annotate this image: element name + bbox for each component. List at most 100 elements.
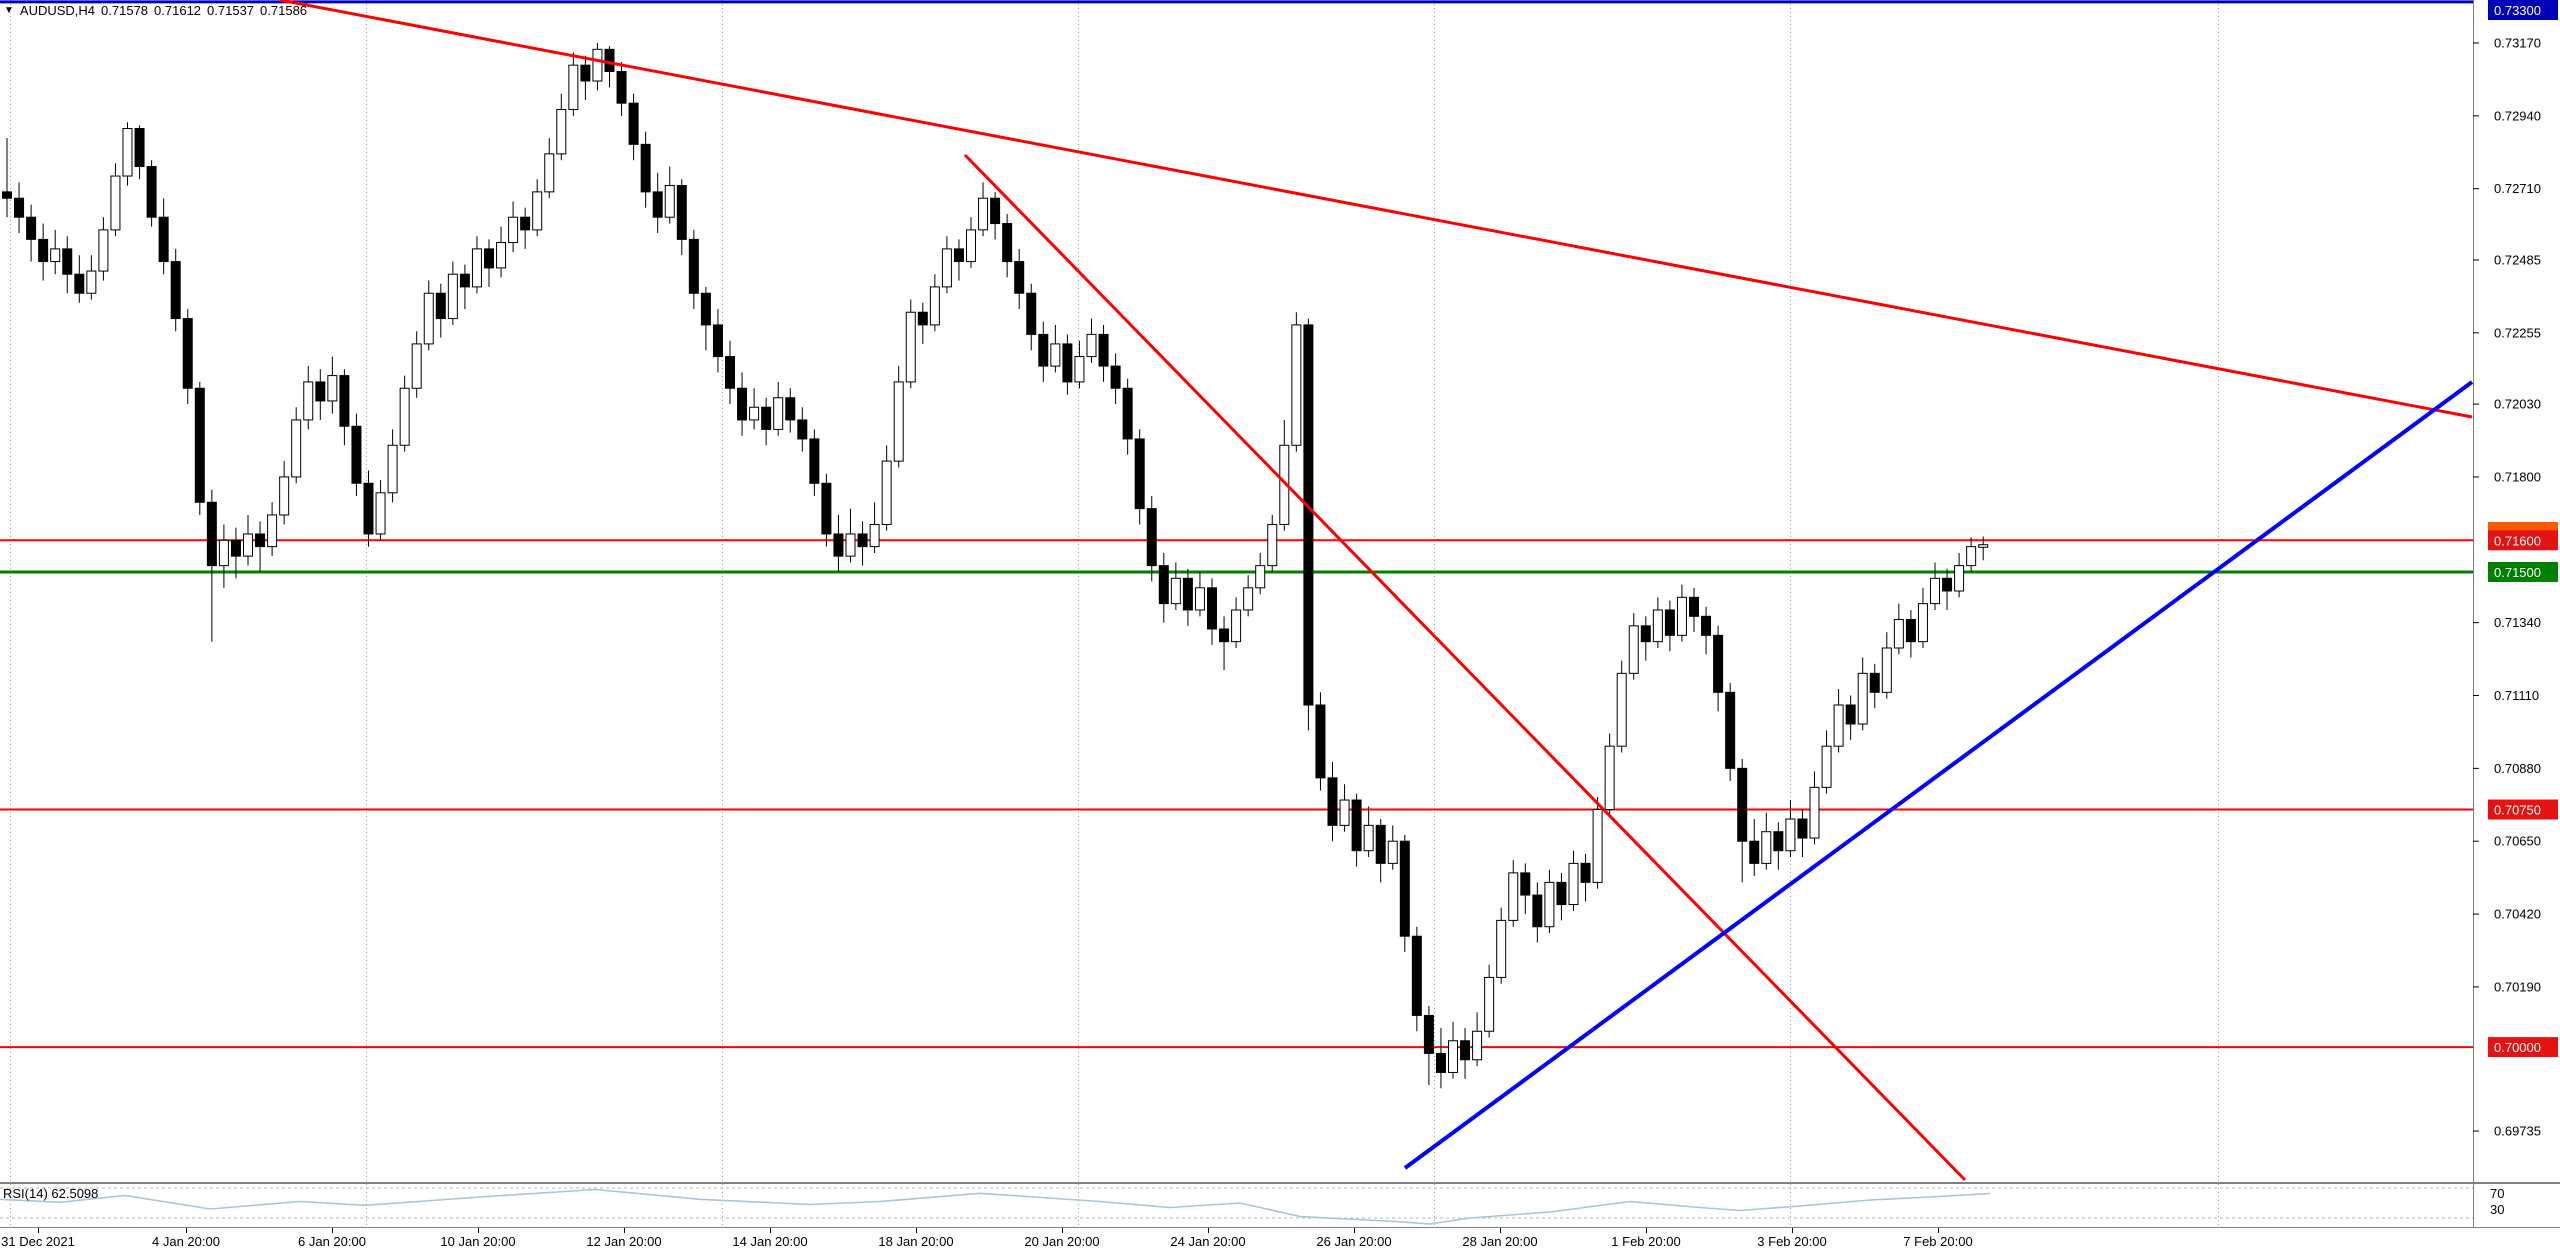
candle-bull [1267, 523, 1278, 567]
price-tick-label: 0.71340 [2494, 615, 2541, 630]
candle-bull [1978, 544, 1989, 548]
candle-bear [74, 273, 85, 294]
candle-bull [929, 286, 940, 326]
candle-bull [544, 153, 555, 193]
price-tick-label: 0.70420 [2494, 907, 2541, 922]
ohlc-low-value: 0.71537 [207, 3, 255, 18]
candle-bull [893, 381, 904, 462]
candle-bull [1472, 1030, 1483, 1061]
candle-bear [146, 166, 157, 218]
candle-bull [1616, 672, 1627, 747]
level-price-label-box[interactable] [2488, 1037, 2558, 1058]
candle-bear [134, 128, 145, 168]
candle-bull [966, 229, 976, 263]
symbol-timeframe-label: AUDUSD,H4 [19, 3, 96, 18]
candle-bull [98, 229, 109, 272]
candle-bear [652, 191, 663, 218]
candle-bear [640, 143, 651, 193]
candle-bull [749, 406, 760, 421]
candle-bull [1881, 647, 1892, 693]
time-tick-label: 7 Feb 20:00 [1903, 1234, 1972, 1249]
candle-bear [26, 216, 37, 240]
candle-bear [1905, 618, 1916, 643]
descending-trendline-upper[interactable] [279, 0, 2473, 419]
level-price-label-box[interactable] [2488, 530, 2558, 551]
candle-bull [423, 292, 434, 345]
candle-bull [532, 191, 543, 231]
candle-bull [773, 397, 784, 430]
candle-bull [592, 48, 603, 82]
candle-bear [206, 501, 217, 567]
time-tick-label: 1 Feb 20:00 [1611, 1234, 1680, 1249]
candle-bull [399, 387, 410, 446]
candle-bull [1050, 343, 1061, 367]
time-tick-label: 24 Jan 20:00 [1170, 1234, 1245, 1249]
descending-trendline-steep[interactable] [963, 153, 1967, 1182]
candle-bull [1917, 603, 1928, 643]
candle-bear [953, 248, 964, 263]
candle-bull [1761, 831, 1772, 864]
candle-bear [363, 482, 374, 535]
price-tick-label: 0.73170 [2494, 36, 2541, 51]
candle-bear [857, 533, 868, 548]
ohlc-close-value: 0.71586 [260, 3, 308, 18]
candle-bear [1327, 777, 1338, 826]
candle-bear [1062, 343, 1073, 383]
candle-bull [1592, 809, 1603, 883]
candle-bull [267, 514, 278, 548]
level-price-label-box[interactable] [2488, 561, 2558, 582]
candle-bear [700, 292, 711, 326]
rsi-indicator-label: RSI(14) 62.5098 [3, 1186, 99, 1201]
candle-bear [1640, 625, 1651, 643]
candle-bull [327, 375, 338, 402]
ascending-trendline[interactable] [1403, 380, 2474, 1170]
candle-bear [1713, 634, 1724, 693]
time-tick-label: 31 Dec 2021 [1, 1234, 75, 1249]
candle-bull [1448, 1040, 1458, 1073]
level-price-label-box[interactable] [2488, 799, 2558, 820]
candle-bear [1664, 609, 1675, 636]
time-axis[interactable]: 31 Dec 2021 4 Jan 20:00 6 Jan 20:00 10 Jan … [1, 1228, 1973, 1249]
candle-bear [1038, 333, 1049, 367]
candle-bear [1701, 615, 1712, 636]
candle-bull [941, 248, 952, 288]
collapse-arrow-icon[interactable]: ▼ [4, 5, 14, 16]
candle-bull [1496, 919, 1507, 978]
level-price-label-box[interactable] [2488, 0, 2558, 20]
candle-bull [1785, 818, 1796, 852]
candle-bear [1351, 799, 1362, 852]
candle-bear [1146, 508, 1157, 567]
candle-bear [1737, 767, 1748, 842]
candle-bear [604, 48, 615, 73]
candle-bull [664, 185, 675, 218]
candle-bear [1556, 881, 1567, 906]
candle-bull [1255, 565, 1266, 589]
price-tick-label: 0.72940 [2494, 108, 2541, 123]
candle-bear [1375, 824, 1386, 864]
candle-bear [1110, 365, 1121, 389]
candle-bull [869, 523, 880, 548]
rsi-scale-label: 70 [2490, 1186, 2504, 1201]
candle-bull [1291, 324, 1302, 446]
candle-bear [785, 397, 796, 421]
candle-bear [821, 482, 832, 535]
candle-bull [508, 216, 519, 244]
candle-bull [243, 533, 253, 557]
level-price-label: 0.70750 [2494, 803, 2541, 818]
candle-bear [725, 356, 735, 389]
candle-bull [1086, 333, 1097, 358]
candle-bear [1158, 565, 1169, 605]
candle-bear [676, 185, 687, 240]
candle-bear [1580, 862, 1591, 883]
candle-bear [1797, 818, 1808, 839]
candle-bear [1773, 831, 1784, 852]
price-axis[interactable]: 0.73170 0.72940 0.72710 0.72485 0.72255 0.720… [2473, 0, 2558, 1139]
rsi-line [0, 1188, 1991, 1225]
ohlc-open-value: 0.71578 [101, 3, 149, 18]
candle-bear [1411, 935, 1422, 1016]
candle-bull [1074, 356, 1085, 383]
candle-bear [1002, 223, 1013, 263]
